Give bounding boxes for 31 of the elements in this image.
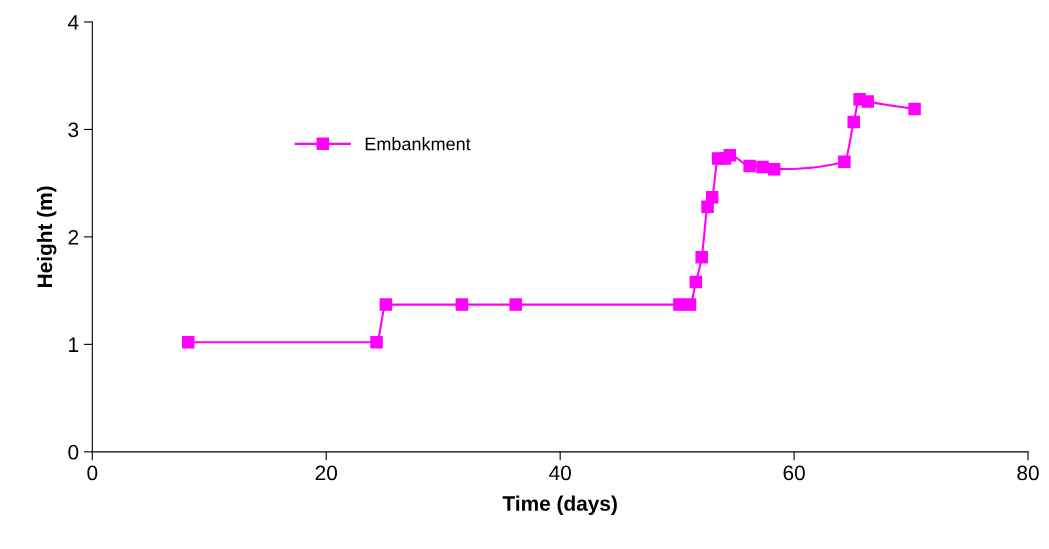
x-tick-label: 80 xyxy=(1017,465,1039,481)
y-axis-title: Height (m) xyxy=(36,186,57,287)
x-tick-label: 40 xyxy=(549,465,571,481)
point xyxy=(695,251,708,264)
point xyxy=(838,155,851,168)
point xyxy=(689,275,703,289)
y-tick-label: 4 xyxy=(68,15,79,30)
point xyxy=(743,159,756,173)
x-tick-label: 20 xyxy=(315,465,338,481)
y-tick-label: 3 xyxy=(68,122,79,138)
point xyxy=(861,95,875,108)
x-axis-title: Time (days) xyxy=(502,495,617,515)
point xyxy=(379,298,393,311)
point xyxy=(370,335,383,349)
point xyxy=(847,115,860,129)
x-tick-label: 0 xyxy=(87,465,98,481)
point xyxy=(908,102,921,116)
point xyxy=(767,162,781,176)
point xyxy=(181,335,195,349)
y-tick-label: 0 xyxy=(68,444,79,460)
x-tick-label: 60 xyxy=(783,465,805,481)
y-tick-label: 2 xyxy=(68,229,79,245)
point xyxy=(705,190,719,204)
point xyxy=(723,148,737,162)
point xyxy=(756,160,769,174)
point xyxy=(509,298,522,311)
point xyxy=(683,298,697,311)
point xyxy=(455,298,469,311)
y-tick-label: 1 xyxy=(69,337,79,352)
point xyxy=(673,298,686,311)
legend-label: Embankment xyxy=(365,137,471,151)
